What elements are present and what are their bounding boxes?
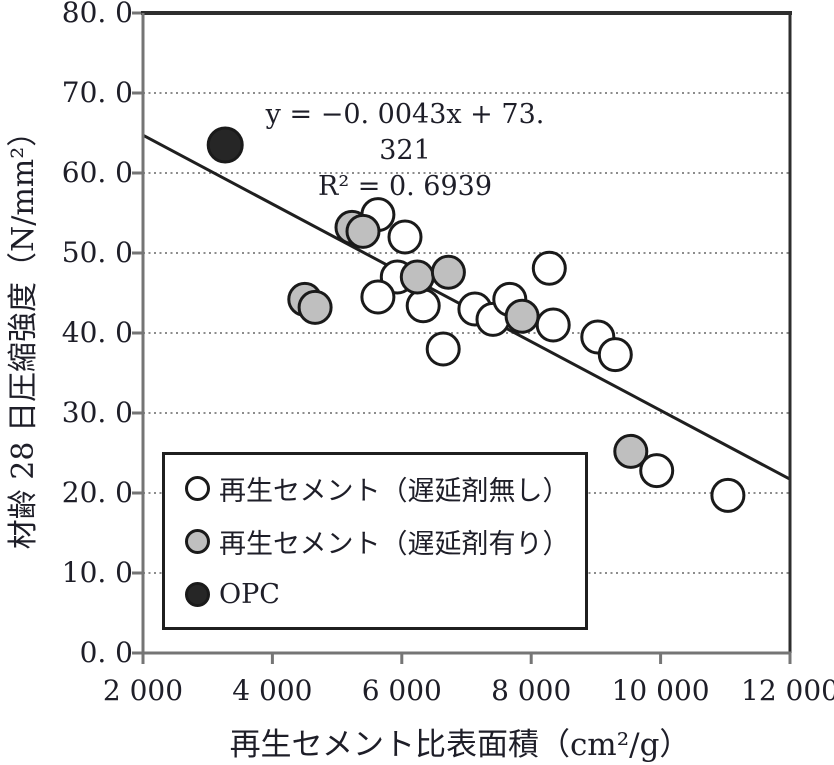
y-tick-label: 40. 0	[61, 316, 133, 349]
data-point-with-retarder	[613, 433, 649, 469]
no-retarder-marker-icon	[185, 475, 210, 501]
data-point-with-retarder	[297, 289, 333, 325]
data-point-with-retarder	[345, 213, 381, 249]
y-tick-label: 70. 0	[61, 76, 133, 109]
data-point-with-retarder	[399, 259, 435, 295]
y-tick-label: 50. 0	[61, 236, 133, 269]
trendline-annotation: y = −0. 0043x + 73. 321 R² = 0. 6939	[240, 97, 570, 205]
legend-item-with-retarder: 再生セメント（遅延剤有り）	[185, 521, 585, 561]
data-point-no-retarder	[597, 337, 633, 373]
y-tick-label: 60. 0	[61, 156, 133, 189]
y-tick-label: 20. 0	[61, 476, 133, 509]
y-tick-label: 80. 0	[61, 0, 133, 29]
data-point-opc	[206, 126, 244, 164]
data-point-no-retarder	[639, 453, 675, 489]
data-point-no-retarder	[387, 219, 423, 255]
trendline-equation: y = −0. 0043x + 73. 321	[265, 99, 545, 166]
legend-box: 再生セメント（遅延剤無し） 再生セメント（遅延剤有り） OPC	[162, 452, 588, 630]
data-point-with-retarder	[430, 254, 466, 290]
legend-item-opc: OPC	[185, 574, 585, 614]
y-tick-label: 0. 0	[79, 636, 133, 669]
opc-marker-icon	[185, 581, 210, 607]
data-point-no-retarder	[425, 331, 461, 367]
data-point-with-retarder	[504, 298, 540, 334]
x-tick-label: 10 000	[611, 674, 710, 707]
x-tick-label: 12 000	[741, 674, 834, 707]
x-tick-label: 4 000	[232, 674, 313, 707]
x-tick-label: 2 000	[102, 674, 184, 707]
y-axis-title: 材齢 28 日圧縮強度（N/mm²）	[6, 116, 41, 550]
y-tick-label: 10. 0	[61, 556, 133, 589]
legend-label: OPC	[219, 578, 280, 610]
r-squared-value: R² = 0. 6939	[318, 171, 492, 202]
legend-label: 再生セメント（遅延剤有り）	[219, 528, 570, 560]
data-point-no-retarder	[535, 307, 571, 343]
data-point-no-retarder	[405, 288, 441, 324]
data-point-no-retarder	[531, 250, 567, 286]
data-point-no-retarder	[360, 279, 396, 315]
with-retarder-marker-icon	[185, 528, 210, 554]
y-tick-label: 30. 0	[61, 396, 133, 429]
data-point-no-retarder	[710, 477, 746, 513]
legend-label: 再生セメント（遅延剤無し）	[219, 475, 570, 507]
legend-item-no-retarder: 再生セメント（遅延剤無し）	[185, 468, 585, 508]
x-tick-label: 6 000	[361, 674, 442, 707]
x-tick-label: 8 000	[491, 674, 572, 707]
x-axis-title: 再生セメント比表面積（cm²/g）	[229, 727, 691, 763]
